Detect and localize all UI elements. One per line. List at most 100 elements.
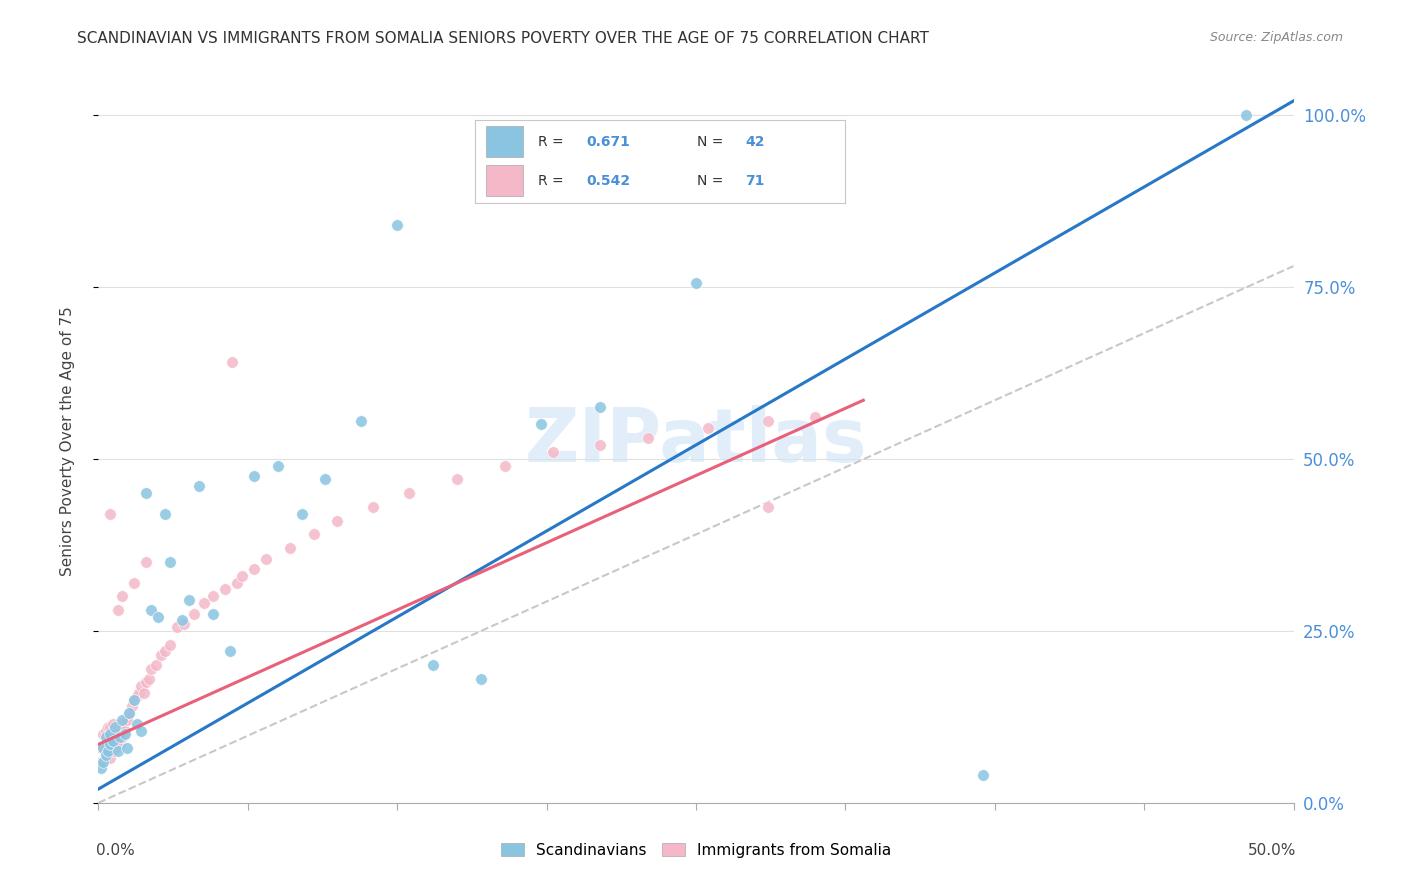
Point (104, 727, 127, 741)
Point (972, 768, 994, 782)
Point (243, 469, 266, 483)
Point (128, 686, 150, 700)
Point (114, 727, 136, 741)
Point (111, 731, 134, 745)
Point (118, 706, 141, 721)
Point (90, 740, 112, 755)
Point (118, 706, 141, 721)
Point (494, 458, 516, 473)
Point (302, 527, 325, 541)
Point (94, 731, 117, 745)
Text: Source: ZipAtlas.com: Source: ZipAtlas.com (1209, 31, 1343, 45)
Point (97, 747, 120, 762)
Point (315, 472, 337, 486)
Point (470, 672, 492, 686)
Point (139, 662, 162, 676)
Point (107, 720, 129, 734)
Point (159, 638, 181, 652)
Point (148, 610, 170, 624)
Point (94, 747, 117, 762)
Point (149, 648, 172, 662)
Point (697, 421, 720, 435)
Point (179, 592, 201, 607)
Legend: Scandinavians, Immigrants from Somalia: Scandinavians, Immigrants from Somalia (495, 837, 897, 863)
Point (166, 620, 188, 634)
Point (637, 431, 659, 445)
Point (422, 658, 444, 673)
Point (98, 720, 122, 734)
Point (115, 740, 138, 755)
Point (125, 689, 148, 703)
Point (91, 740, 114, 755)
Point (111, 713, 134, 727)
Point (159, 555, 181, 569)
Point (214, 582, 236, 597)
Point (97, 744, 120, 758)
Text: ZIPatlas: ZIPatlas (524, 405, 868, 478)
Point (101, 744, 124, 758)
Point (98, 737, 122, 751)
Point (1234, 108, 1257, 122)
Y-axis label: Seniors Poverty Over the Age of 75: Seniors Poverty Over the Age of 75 (60, 307, 75, 576)
Point (108, 731, 131, 745)
Point (114, 723, 136, 738)
Point (685, 277, 707, 291)
Point (135, 486, 157, 500)
Point (124, 692, 146, 706)
Text: SCANDINAVIAN VS IMMIGRANTS FROM SOMALIA SENIORS POVERTY OVER THE AGE OF 75 CORRE: SCANDINAVIAN VS IMMIGRANTS FROM SOMALIA … (77, 31, 929, 46)
Point (804, 410, 827, 425)
Point (589, 400, 612, 414)
Text: 0.0%: 0.0% (96, 843, 135, 857)
Point (124, 575, 146, 590)
Point (155, 644, 177, 658)
Point (94, 751, 117, 765)
Point (108, 737, 131, 751)
Point (326, 514, 349, 528)
Point (139, 603, 162, 617)
Point (132, 686, 155, 700)
Point (756, 414, 779, 428)
Point (107, 603, 129, 617)
Point (231, 568, 253, 582)
Point (90, 761, 112, 775)
Point (104, 740, 127, 755)
Point (193, 596, 215, 610)
Point (131, 723, 153, 738)
Point (350, 414, 373, 428)
Point (155, 507, 177, 521)
Point (121, 699, 143, 714)
Point (91, 740, 114, 755)
Point (94, 723, 117, 738)
Point (291, 507, 314, 521)
Point (94, 740, 117, 755)
Point (221, 355, 243, 369)
Point (267, 458, 290, 473)
Point (254, 551, 277, 566)
Point (173, 616, 195, 631)
Point (187, 479, 209, 493)
Point (98, 751, 122, 765)
Point (219, 644, 242, 658)
Point (101, 734, 124, 748)
Point (385, 218, 409, 232)
Point (398, 486, 420, 500)
Point (363, 500, 385, 514)
Point (135, 675, 157, 690)
Point (111, 716, 134, 731)
Point (530, 417, 553, 432)
Point (125, 716, 148, 731)
Point (97, 734, 120, 748)
Point (131, 679, 153, 693)
Point (98, 737, 122, 751)
Point (124, 692, 146, 706)
Point (145, 658, 167, 673)
Point (104, 720, 127, 734)
Point (183, 607, 205, 621)
Point (135, 555, 157, 569)
Point (172, 614, 194, 628)
Point (98, 727, 122, 741)
Point (91, 755, 114, 769)
Point (107, 734, 129, 748)
Text: 50.0%: 50.0% (1247, 843, 1296, 857)
Point (97, 720, 120, 734)
